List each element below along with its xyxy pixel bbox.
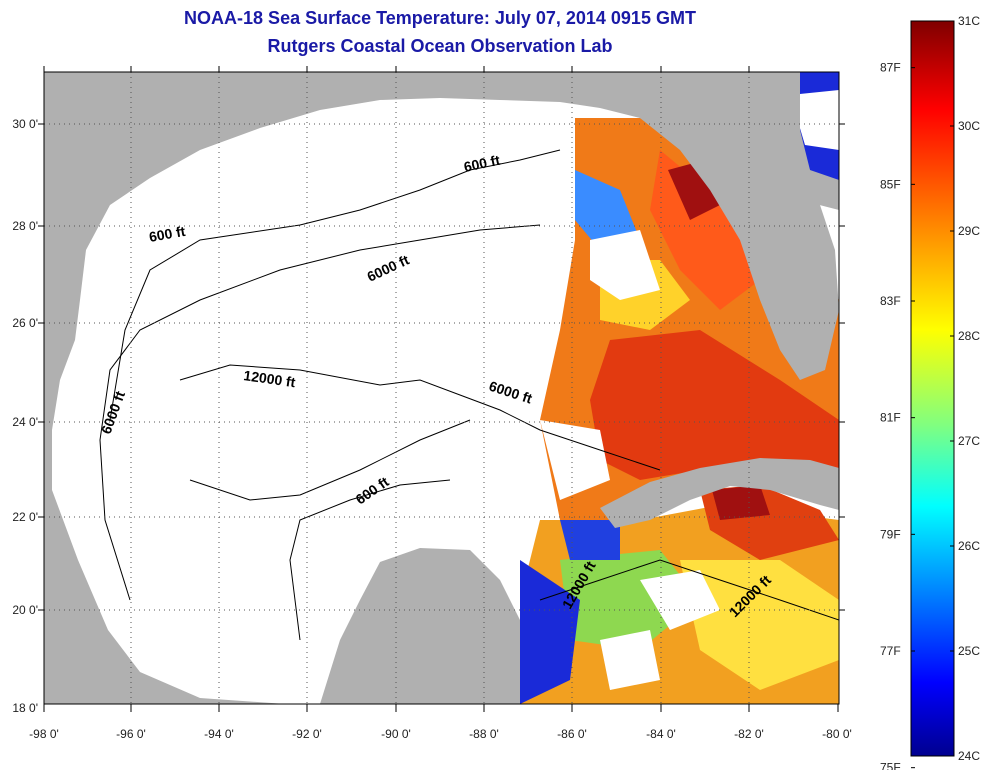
lat-axis: 18 0' 20 0' 22 0' 24 0' 26 0' 28 0' 30 0… [12, 117, 38, 715]
lon-axis: -98 0' -96 0' -94 0' -92 0' -90 0' -88 0… [29, 727, 852, 741]
colorbar-fahrenheit-label: 87F [880, 61, 901, 75]
map-area[interactable] [44, 72, 839, 705]
lat-tick-label: 24 0' [12, 415, 38, 429]
colorbar-celsius-label: 26C [958, 539, 980, 553]
colorbar-celsius-label: 29C [958, 224, 980, 238]
map-frame [43, 71, 840, 705]
axis-ticks [38, 66, 845, 712]
colorbar-fahrenheit-label: 77F [880, 644, 901, 658]
colorbar-fahrenheit-label: 81F [880, 411, 901, 425]
lon-tick-label: -90 0' [381, 727, 411, 741]
colorbar-fahrenheit-label: 85F [880, 177, 901, 191]
colorbar-celsius-label: 24C [958, 749, 980, 763]
lat-tick-label: 26 0' [12, 316, 38, 330]
colorbar-celsius-label: 30C [958, 119, 980, 133]
colorbar-fahrenheit-labels: 87F 85F 83F 81F 79F 77F 75F [880, 61, 901, 770]
lon-tick-label: -96 0' [116, 727, 146, 741]
lon-tick-label: -84 0' [646, 727, 676, 741]
cuba-land [600, 458, 839, 528]
map-subtitle: Rutgers Coastal Ocean Observation Lab [267, 36, 613, 56]
colorbar-fahrenheit-label: 75F [880, 761, 901, 770]
lat-tick-label: 20 0' [12, 603, 38, 617]
contour-label: 12000 ft [243, 367, 297, 390]
colorbar: 31C 30C 29C 28C 27C 26C 25C 24C 87F 85F 83F 81F 79F… [880, 14, 980, 770]
lon-tick-label: -88 0' [469, 727, 499, 741]
lon-tick-label: -82 0' [734, 727, 764, 741]
colorbar-celsius-label: 27C [958, 434, 980, 448]
map-title: NOAA-18 Sea Surface Temperature: July 07… [184, 8, 696, 28]
yucatan-land [320, 548, 520, 704]
lon-tick-label: -92 0' [292, 727, 322, 741]
contour-label: 600 ft [462, 152, 501, 175]
colorbar-fahrenheit-label: 79F [880, 527, 901, 541]
lat-tick-label: 22 0' [12, 510, 38, 524]
contour-label: 600 ft [148, 223, 187, 245]
lon-tick-label: -98 0' [29, 727, 59, 741]
lon-tick-label: -80 0' [822, 727, 852, 741]
lat-tick-label: 18 0' [12, 701, 38, 715]
lat-tick-label: 28 0' [12, 219, 38, 233]
colorbar-gradient [910, 20, 955, 757]
map-grid [44, 72, 839, 704]
lat-tick-label: 30 0' [12, 117, 38, 131]
bathymetry-contours [99, 149, 839, 641]
colorbar-celsius-label: 31C [958, 14, 980, 28]
lon-tick-label: -94 0' [204, 727, 234, 741]
colorbar-celsius-labels: 31C 30C 29C 28C 27C 26C 25C 24C [958, 14, 980, 763]
lon-tick-label: -86 0' [557, 727, 587, 741]
colorbar-ticks [911, 20, 954, 769]
colorbar-fahrenheit-label: 83F [880, 294, 901, 308]
colorbar-celsius-label: 25C [958, 644, 980, 658]
colorbar-celsius-label: 28C [958, 329, 980, 343]
